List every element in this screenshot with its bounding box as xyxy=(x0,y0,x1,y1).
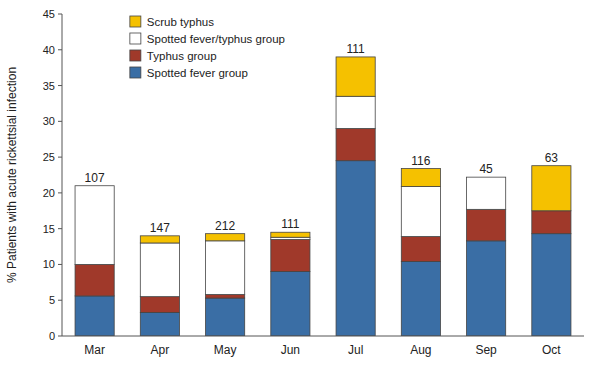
bar-segment xyxy=(401,169,440,187)
bar-annotation: 107 xyxy=(85,171,105,185)
y-axis: 0 5 10 15 20 25 30 35 40 45 xyxy=(43,8,62,342)
bar-annotation: 45 xyxy=(479,162,493,176)
y-tick xyxy=(58,85,62,86)
bar-segment xyxy=(401,186,440,236)
bar-annotation: 111 xyxy=(347,42,366,56)
y-tick-label: 30 xyxy=(43,115,55,127)
bar-segment xyxy=(467,177,506,178)
y-tick-label: 15 xyxy=(43,223,55,235)
y-axis-line xyxy=(62,14,63,336)
bar-segment xyxy=(336,57,375,96)
y-tick xyxy=(58,121,62,122)
bar-segment xyxy=(206,298,245,336)
x-tick-label: Apr xyxy=(151,343,170,357)
x-tick-label: Aug xyxy=(410,343,431,357)
bar-segment xyxy=(271,272,310,336)
y-tick-label: 0 xyxy=(49,330,55,342)
y-tick xyxy=(58,336,62,337)
bars xyxy=(75,57,571,336)
y-tick xyxy=(58,192,62,193)
bar-annotation: 63 xyxy=(545,151,559,165)
bar-segment xyxy=(75,185,114,186)
bar-annotation: 111 xyxy=(281,217,300,231)
bar-segment xyxy=(401,262,440,336)
bar-segment xyxy=(140,236,179,243)
chart-container: 107 147 212 111 111 116 45 63 0 5 10 15 20 25 30 35 40 45… xyxy=(0,0,600,370)
y-tick-label: 35 xyxy=(43,80,55,92)
bar-annotation: 147 xyxy=(150,221,170,235)
y-tick-label: 40 xyxy=(43,44,55,56)
bar-segment xyxy=(75,264,114,295)
x-tick-label: Jul xyxy=(348,343,363,357)
bar-segment xyxy=(467,177,506,209)
bar-segment xyxy=(532,166,571,211)
y-axis-label: % Patients with acute rickettsial infect… xyxy=(5,67,19,283)
x-tick-label: Oct xyxy=(542,343,561,357)
bar-segment xyxy=(336,96,375,128)
x-axis-line xyxy=(62,336,584,337)
bar-segment xyxy=(140,312,179,336)
bar-segment xyxy=(336,128,375,160)
legend-swatch xyxy=(130,33,141,44)
bar-segment xyxy=(75,186,114,265)
y-tick-label: 5 xyxy=(49,294,55,306)
bar-segment xyxy=(532,234,571,336)
y-tick xyxy=(58,264,62,265)
bar-segment xyxy=(336,161,375,336)
y-tick-label: 25 xyxy=(43,151,55,163)
bar-segment xyxy=(140,243,179,297)
bar-segment xyxy=(271,239,310,271)
x-tick-label: May xyxy=(214,343,237,357)
bar-segment xyxy=(401,237,440,262)
legend-label: Spotted fever group xyxy=(147,67,248,79)
bar-segment xyxy=(75,296,114,336)
bar-annotations: 107 147 212 111 111 116 45 63 xyxy=(85,42,559,235)
legend-swatch xyxy=(130,67,141,78)
y-tick xyxy=(58,49,62,50)
chart: 107 147 212 111 111 116 45 63 0 5 10 15 20 25 30 35 40 45… xyxy=(0,0,600,370)
legend-label: Scrub typhus xyxy=(147,16,214,28)
bar-annotation: 116 xyxy=(411,154,430,168)
x-axis: Mar Apr May Jun Jul Aug Sep Oct xyxy=(62,336,584,357)
x-tick-label: Mar xyxy=(84,343,105,357)
legend-swatch xyxy=(130,50,141,61)
legend-swatch xyxy=(130,16,141,27)
bar-segment xyxy=(206,241,245,295)
y-tick-label: 45 xyxy=(43,8,55,20)
legend: Scrub typhus Spotted fever/typhus group Ty… xyxy=(130,16,285,79)
legend-label: Typhus group xyxy=(147,50,217,62)
bar-segment xyxy=(206,294,245,298)
y-tick xyxy=(58,14,62,15)
y-tick xyxy=(58,157,62,158)
bar-segment xyxy=(271,232,310,237)
bar-segment xyxy=(140,297,179,313)
y-tick xyxy=(58,300,62,301)
x-tick-label: Sep xyxy=(475,343,497,357)
bar-segment xyxy=(467,241,506,336)
y-tick-label: 10 xyxy=(43,258,55,270)
legend-label: Spotted fever/typhus group xyxy=(147,33,285,45)
bar-annotation: 212 xyxy=(215,219,235,233)
bar-segment xyxy=(206,234,245,241)
x-tick-label: Jun xyxy=(281,343,300,357)
bar-segment xyxy=(467,209,506,240)
y-tick-label: 20 xyxy=(43,187,55,199)
bar-segment xyxy=(532,211,571,234)
y-tick xyxy=(58,228,62,229)
